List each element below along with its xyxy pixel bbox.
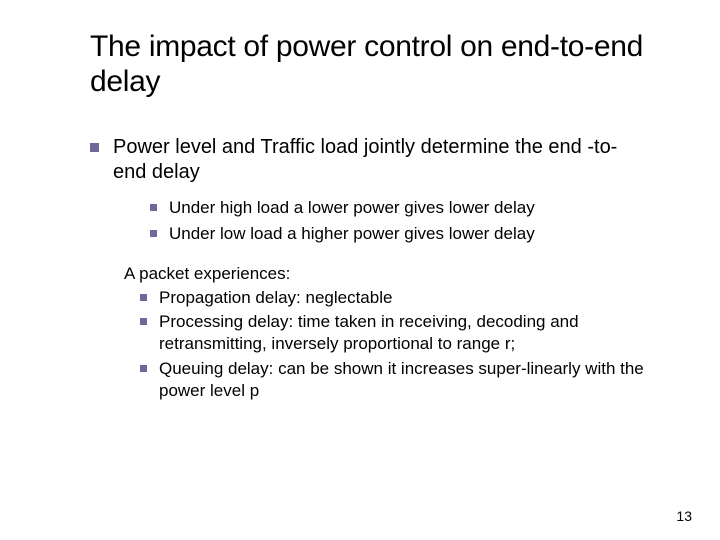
page-number: 13 — [676, 508, 692, 524]
bullet-l3: Processing delay: time taken in receivin… — [140, 311, 650, 355]
bullet-l3-text: Queuing delay: can be shown it increases… — [159, 358, 650, 402]
bullet-l3: Queuing delay: can be shown it increases… — [140, 358, 650, 402]
bullet-l1-text: Power level and Traffic load jointly det… — [113, 135, 650, 185]
bullet-l2: Under low load a higher power gives lowe… — [150, 223, 650, 245]
square-bullet-icon — [140, 318, 147, 325]
sub-bullet-group-2: Propagation delay: neglectable Processin… — [140, 287, 650, 401]
sub-bullet-group-1: Under high load a lower power gives lowe… — [150, 197, 650, 245]
bullet-l1: Power level and Traffic load jointly det… — [90, 135, 650, 185]
packet-intro: A packet experiences: — [124, 263, 650, 285]
bullet-l3-text: Propagation delay: neglectable — [159, 287, 392, 309]
square-bullet-icon — [90, 143, 99, 152]
slide: The impact of power control on end-to-en… — [0, 0, 720, 540]
square-bullet-icon — [140, 294, 147, 301]
bullet-l2: Under high load a lower power gives lowe… — [150, 197, 650, 219]
square-bullet-icon — [150, 230, 157, 237]
square-bullet-icon — [140, 365, 147, 372]
slide-title: The impact of power control on end-to-en… — [90, 30, 650, 99]
bullet-l3: Propagation delay: neglectable — [140, 287, 650, 309]
bullet-l2-text: Under high load a lower power gives lowe… — [169, 197, 535, 219]
square-bullet-icon — [150, 204, 157, 211]
bullet-l2-text: Under low load a higher power gives lowe… — [169, 223, 535, 245]
bullet-l3-text: Processing delay: time taken in receivin… — [159, 311, 650, 355]
